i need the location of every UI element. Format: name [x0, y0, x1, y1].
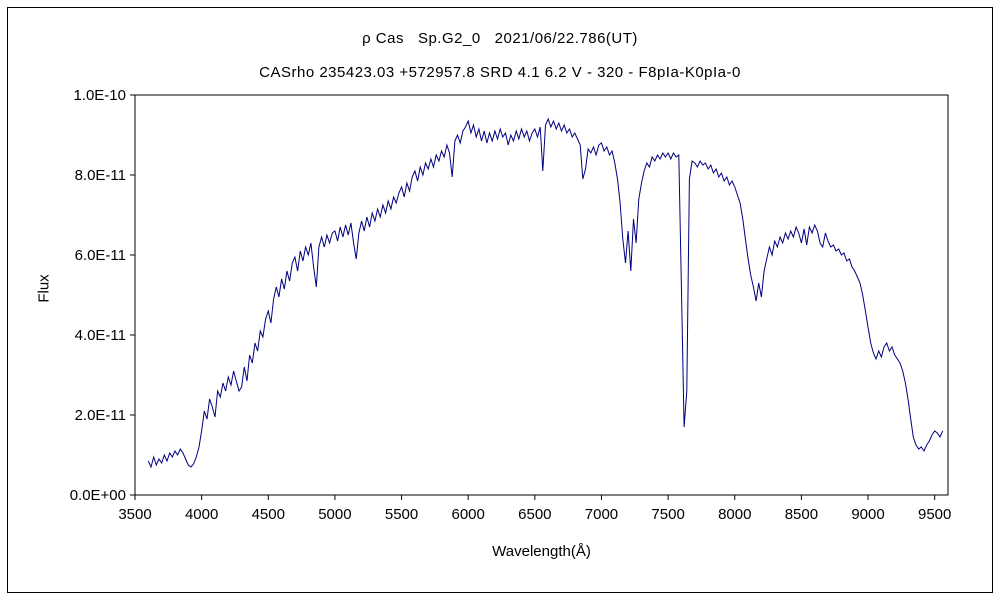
- x-tick-label: 7000: [585, 506, 618, 523]
- y-tick-label: 6.0E-11: [75, 247, 126, 264]
- x-tick-label: 5000: [318, 506, 351, 523]
- plot-box: [134, 94, 949, 496]
- y-tick-label: 4.0E-11: [75, 327, 126, 344]
- x-axis-label: Wavelength(Å): [492, 543, 591, 560]
- x-tick-label: 9500: [918, 506, 951, 523]
- chart-subtitle: CASrho 235423.03 +572957.8 SRD 4.1 6.2 V…: [259, 64, 741, 81]
- y-tick-label: 1.0E-10: [73, 87, 126, 104]
- y-tick-label: 2.0E-11: [75, 407, 126, 424]
- x-tick-label: 3500: [118, 506, 151, 523]
- x-tick-label: 4500: [252, 506, 285, 523]
- x-tick-label: 9000: [851, 506, 884, 523]
- x-tick-label: 8000: [718, 506, 751, 523]
- y-tick-label: 8.0E-11: [75, 167, 126, 184]
- y-tick-label: 0.0E+00: [70, 487, 126, 504]
- x-tick-label: 5500: [385, 506, 418, 523]
- spectrum-line: [147, 117, 944, 469]
- x-tick-label: 7500: [651, 506, 684, 523]
- x-tick-label: 8500: [785, 506, 818, 523]
- x-tick-label: 6500: [518, 506, 551, 523]
- chart-title: ρ Cas Sp.G2_0 2021/06/22.786(UT): [362, 30, 638, 47]
- x-tick-label: 4000: [185, 506, 218, 523]
- x-tick-label: 6000: [452, 506, 485, 523]
